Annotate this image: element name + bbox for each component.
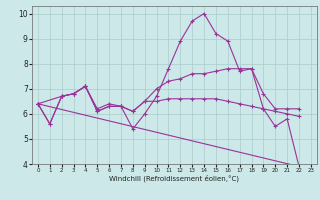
X-axis label: Windchill (Refroidissement éolien,°C): Windchill (Refroidissement éolien,°C) bbox=[109, 175, 239, 182]
